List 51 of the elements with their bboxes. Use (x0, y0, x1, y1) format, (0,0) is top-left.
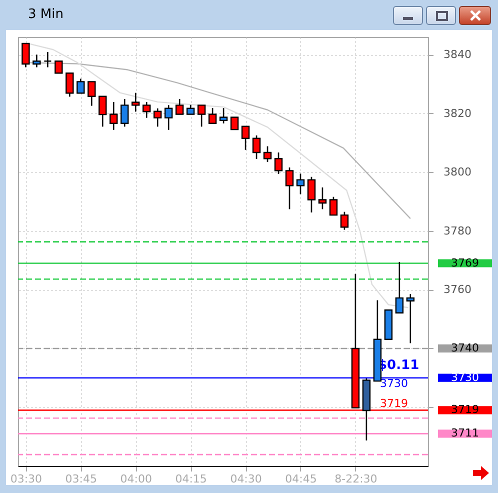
x-tick-label: 04:00 (120, 472, 152, 486)
candlestick (340, 211, 349, 230)
candlestick (32, 54, 41, 68)
x-tick-label: 03:45 (65, 472, 98, 486)
candlestick (175, 98, 184, 115)
candlestick (88, 81, 96, 106)
candlestick (208, 107, 217, 124)
candlestick (296, 172, 305, 195)
ref-line-label: 3740 (451, 341, 479, 354)
ref-line-label: 3769 (451, 256, 479, 270)
candlestick (44, 51, 52, 68)
ref-line-label: 3719 (451, 403, 479, 416)
candlestick (98, 96, 107, 128)
y-tick-label: 3780 (444, 224, 472, 238)
candlestick (54, 60, 63, 74)
candlestick (318, 186, 327, 210)
y-tick-label: 3820 (444, 106, 472, 120)
annotation: 3719 (380, 397, 408, 410)
candlestick (186, 104, 195, 115)
candlestick (22, 42, 30, 68)
candlestick (164, 104, 173, 130)
chart-title: 3 Min (28, 7, 64, 22)
candlestick (241, 126, 250, 150)
candlestick (154, 108, 162, 128)
candlestick (142, 101, 151, 118)
annotation: 3730 (380, 377, 408, 390)
candlestick (120, 98, 129, 128)
candlestick (132, 92, 140, 112)
candlestick (66, 72, 74, 98)
candlestick (406, 293, 415, 344)
y-tick-label: 3760 (444, 283, 472, 296)
candlestick (285, 166, 294, 210)
candlestick (76, 78, 85, 94)
y-tick-label: 3800 (444, 166, 472, 179)
candlestick (307, 176, 316, 214)
x-tick-label: 03:30 (10, 472, 42, 486)
candlestick (110, 101, 118, 130)
ref-line-label: 3711 (451, 426, 479, 440)
x-tick-label: 04:30 (230, 472, 262, 486)
candlestick (274, 152, 283, 175)
candlestick (230, 116, 239, 130)
x-tick-label: 04:45 (285, 472, 317, 486)
candlestick (252, 134, 261, 160)
candlestick (219, 107, 228, 124)
y-tick-label: 3840 (444, 48, 472, 62)
candlestick (197, 104, 206, 128)
x-tick-label: 04:15 (175, 472, 207, 486)
candlestick (395, 261, 404, 314)
x-tick-label: 8-22:30 (334, 472, 378, 486)
candlestick (263, 146, 272, 163)
candlestick (329, 196, 338, 216)
